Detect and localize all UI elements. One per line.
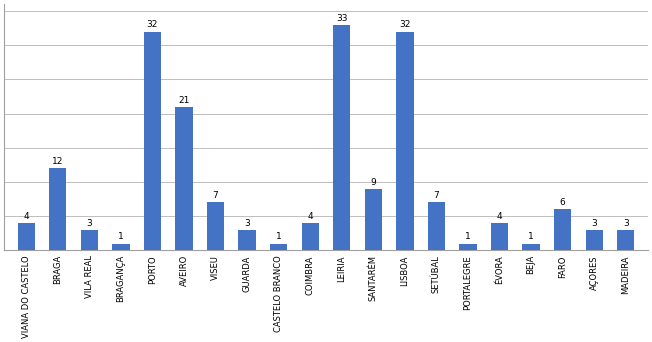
Bar xyxy=(239,230,256,250)
Text: 1: 1 xyxy=(528,233,534,241)
Text: 1: 1 xyxy=(276,233,282,241)
Text: 3: 3 xyxy=(244,219,250,228)
Text: 3: 3 xyxy=(87,219,92,228)
Text: 1: 1 xyxy=(118,233,124,241)
Text: 4: 4 xyxy=(497,212,502,221)
Text: 7: 7 xyxy=(434,192,439,200)
Bar xyxy=(428,202,445,250)
Text: 7: 7 xyxy=(213,192,218,200)
Bar xyxy=(396,31,413,250)
Text: 4: 4 xyxy=(23,212,29,221)
Bar xyxy=(49,168,67,250)
Text: 12: 12 xyxy=(52,157,63,166)
Bar xyxy=(112,244,130,250)
Text: 33: 33 xyxy=(336,14,348,23)
Bar xyxy=(585,230,603,250)
Text: 32: 32 xyxy=(399,21,411,29)
Text: 4: 4 xyxy=(307,212,313,221)
Bar xyxy=(207,202,224,250)
Bar xyxy=(18,223,35,250)
Bar xyxy=(522,244,540,250)
Text: 9: 9 xyxy=(370,178,376,187)
Text: 32: 32 xyxy=(147,21,158,29)
Bar xyxy=(333,25,351,250)
Bar xyxy=(301,223,319,250)
Bar xyxy=(270,244,288,250)
Bar xyxy=(144,31,161,250)
Text: 3: 3 xyxy=(623,219,629,228)
Bar xyxy=(175,107,193,250)
Text: 3: 3 xyxy=(591,219,597,228)
Bar xyxy=(364,189,382,250)
Bar xyxy=(81,230,98,250)
Text: 6: 6 xyxy=(560,198,565,207)
Text: 21: 21 xyxy=(179,96,190,105)
Bar xyxy=(459,244,477,250)
Bar xyxy=(617,230,634,250)
Bar xyxy=(554,209,571,250)
Bar xyxy=(491,223,508,250)
Text: 1: 1 xyxy=(465,233,471,241)
